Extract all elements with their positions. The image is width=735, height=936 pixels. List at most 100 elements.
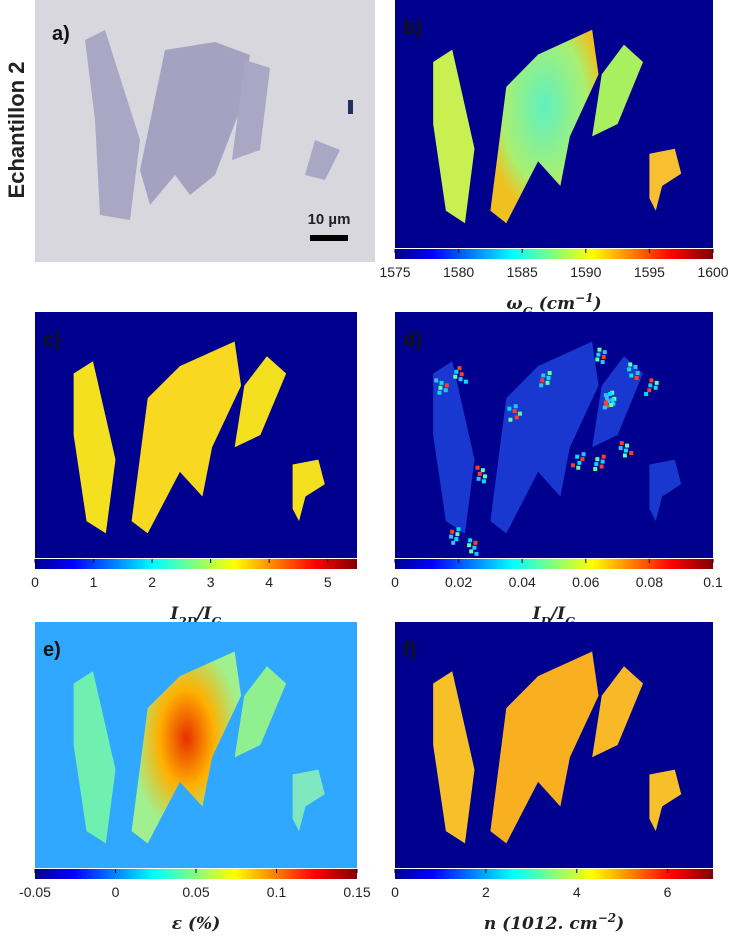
colorbar-tick-label: 1595 xyxy=(634,264,665,280)
speckle xyxy=(580,457,585,462)
speckle xyxy=(444,383,449,388)
axis-label-part: I xyxy=(169,604,179,624)
speckle xyxy=(600,459,605,464)
colorbar-tick-label: 1580 xyxy=(443,264,474,280)
speckle xyxy=(456,527,461,532)
speckle xyxy=(570,463,575,468)
flake-map xyxy=(73,671,116,844)
speckle xyxy=(454,537,459,542)
speckle xyxy=(453,374,458,379)
flake-map xyxy=(649,769,682,832)
speckle xyxy=(476,476,481,481)
colorbar xyxy=(395,559,713,569)
flake xyxy=(232,60,270,160)
speckle xyxy=(468,538,473,543)
flake-map xyxy=(649,148,682,211)
speckle xyxy=(596,352,601,357)
colorbar-tick-label: 0.06 xyxy=(572,574,599,590)
colorbar xyxy=(35,559,357,569)
speckle xyxy=(547,371,552,376)
speckle xyxy=(603,400,608,405)
axis-label-part: −1 xyxy=(575,291,593,305)
panel-label: d) xyxy=(403,329,422,351)
colorbar-tick-label: 0 xyxy=(391,884,399,900)
speckle xyxy=(507,406,512,411)
speckle xyxy=(608,391,613,396)
axis-label: n (1012. cm−2) xyxy=(484,911,624,934)
colorbar-tick-label: -0.05 xyxy=(19,884,51,900)
speckle xyxy=(610,390,615,395)
particle xyxy=(348,100,353,114)
colorbar-tick-label: 4 xyxy=(265,574,273,590)
speckle xyxy=(459,372,464,377)
speckle xyxy=(457,366,462,371)
speckle xyxy=(648,383,653,388)
speckle xyxy=(618,446,623,451)
speckle xyxy=(451,540,456,545)
flake-map xyxy=(292,769,325,832)
panel-label: b) xyxy=(403,17,422,39)
flake-map xyxy=(490,341,599,534)
flake-map xyxy=(131,341,242,534)
speckle xyxy=(611,401,616,406)
speckle xyxy=(482,474,487,479)
speckle xyxy=(458,377,463,382)
axis-label: ε (%) xyxy=(172,914,221,934)
speckle xyxy=(514,415,519,420)
speckle xyxy=(540,378,545,383)
speckle xyxy=(619,441,624,446)
speckle xyxy=(600,359,605,364)
speckle xyxy=(474,551,479,556)
speckle xyxy=(480,468,485,473)
axis-label-part: −2 xyxy=(598,911,616,925)
colorbar-tick-label: 6 xyxy=(664,884,672,900)
speckle xyxy=(634,375,639,380)
panel-label: f) xyxy=(403,639,416,661)
speckle xyxy=(623,448,628,453)
axis-label-part: /I xyxy=(195,604,212,624)
flake-map xyxy=(592,666,644,758)
speckle xyxy=(581,452,586,457)
colorbar-tick-label: 1590 xyxy=(570,264,601,280)
axis-label-part: (1012. cm xyxy=(496,914,597,934)
speckle xyxy=(633,364,638,369)
flake-map xyxy=(433,361,475,534)
speckle xyxy=(649,378,654,383)
speckle xyxy=(575,454,580,459)
speckle xyxy=(454,369,459,374)
speckle xyxy=(439,380,444,385)
speckle xyxy=(635,371,640,376)
panel-label: c) xyxy=(43,329,61,351)
flake xyxy=(305,140,340,180)
speckle xyxy=(628,362,633,367)
speckle xyxy=(612,396,617,401)
speckle xyxy=(629,450,634,455)
speckle xyxy=(595,357,600,362)
colorbar xyxy=(35,869,357,879)
speckle xyxy=(601,355,606,360)
axis-label-part: ) xyxy=(593,294,602,314)
colorbar-tick-label: 1585 xyxy=(507,264,538,280)
colorbar-tick-label: 0.05 xyxy=(182,884,209,900)
colorbar xyxy=(395,249,713,259)
speckle xyxy=(627,367,632,372)
axis-label-part: /I xyxy=(549,604,566,624)
colorbar-tick-label: 1 xyxy=(90,574,98,590)
flake-map xyxy=(234,666,287,758)
speckle xyxy=(610,398,615,403)
colorbar-tick-label: 0 xyxy=(391,574,399,590)
colorbar-tick-label: 1575 xyxy=(379,264,410,280)
speckle xyxy=(463,379,468,384)
colorbar-tick-label: 0 xyxy=(112,884,120,900)
speckle xyxy=(647,388,652,393)
speckle xyxy=(545,380,550,385)
colorbar-tick-label: 2 xyxy=(148,574,156,590)
colorbar-tick-label: 3 xyxy=(207,574,215,590)
speckle xyxy=(434,378,439,383)
axis-label-part: ε xyxy=(172,914,182,934)
flake xyxy=(85,30,140,220)
speckle xyxy=(512,409,517,414)
speckle xyxy=(595,457,600,462)
colorbar-tick-label: 0.1 xyxy=(267,884,287,900)
